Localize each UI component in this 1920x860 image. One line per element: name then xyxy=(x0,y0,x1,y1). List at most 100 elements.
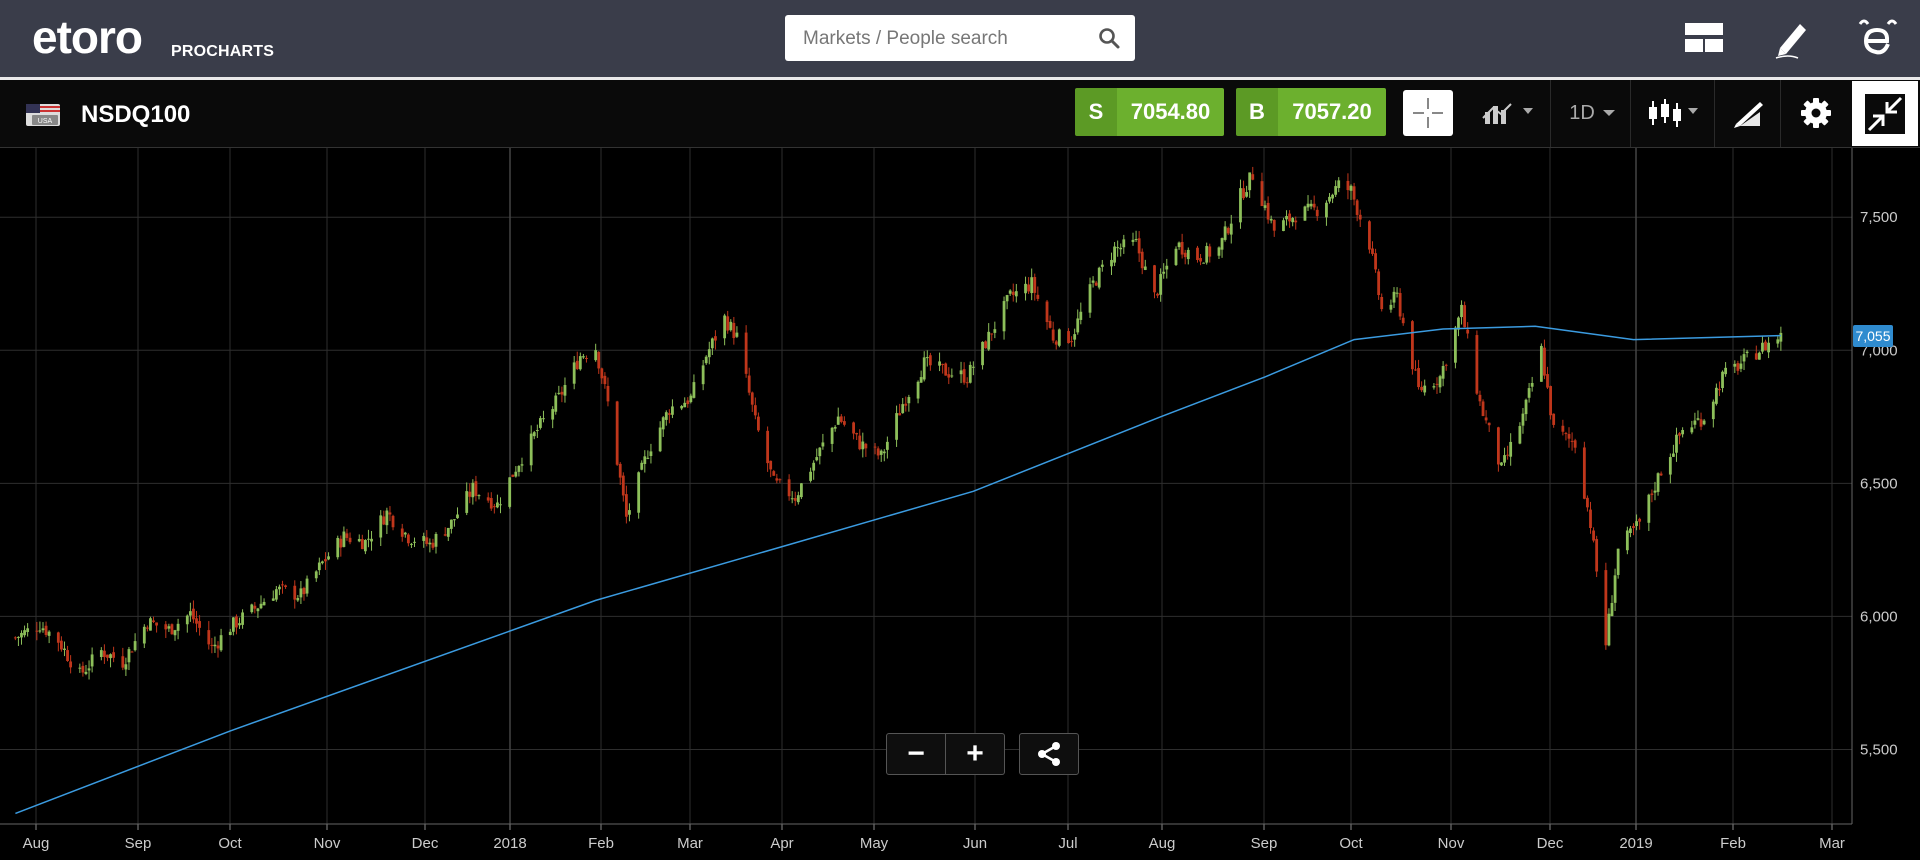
candle-body xyxy=(744,332,748,374)
candle-body xyxy=(357,538,361,542)
etoro-logo[interactable]: etoro xyxy=(32,11,143,63)
candle-body xyxy=(594,350,598,361)
candle-body xyxy=(1457,317,1460,330)
settings-button[interactable] xyxy=(1788,90,1844,136)
candle-body xyxy=(360,539,364,550)
candle-body xyxy=(1561,425,1565,432)
candle-body xyxy=(431,542,435,548)
candle-body xyxy=(149,618,152,631)
candle-body xyxy=(1045,301,1049,323)
candle-body xyxy=(348,537,352,543)
x-tick-label: Apr xyxy=(770,835,793,852)
period-selector[interactable]: 1D xyxy=(1560,90,1626,136)
x-tick-label: May xyxy=(860,835,889,852)
candle-body xyxy=(453,519,456,521)
instrument-symbol[interactable]: NSDQ100 xyxy=(81,101,191,128)
period-label: 1D xyxy=(1569,101,1595,124)
x-tick-label: Nov xyxy=(1438,835,1465,852)
candle-body xyxy=(1607,613,1611,646)
candle-body xyxy=(1266,202,1270,220)
y-tick-label: 5,500 xyxy=(1860,741,1898,758)
candle-body xyxy=(1005,295,1009,302)
moving-average-line xyxy=(15,325,1781,815)
candle-body xyxy=(1137,238,1141,254)
candle-body xyxy=(1567,434,1571,439)
candle-body xyxy=(1668,457,1672,475)
candle-body xyxy=(112,652,116,658)
candle-body xyxy=(1285,216,1288,220)
candle-body xyxy=(661,417,665,430)
candle-body xyxy=(778,479,782,481)
candle-body xyxy=(1718,388,1721,391)
candle-body xyxy=(643,456,647,464)
candle-body xyxy=(1223,226,1227,240)
compare-button[interactable] xyxy=(1472,90,1546,136)
layout-icon[interactable] xyxy=(1680,14,1728,62)
candle-body xyxy=(385,510,389,526)
candle-body xyxy=(842,421,846,425)
search-input[interactable] xyxy=(801,15,1095,63)
candle-body xyxy=(1745,351,1749,354)
candle-body xyxy=(1110,259,1113,267)
candle-body xyxy=(44,625,48,635)
candle-body xyxy=(508,477,512,507)
candle-body xyxy=(90,654,94,667)
candle-body xyxy=(981,341,984,366)
candle-body xyxy=(1767,342,1770,353)
candle-body xyxy=(1702,420,1706,425)
zoom-controls: − + xyxy=(886,733,1005,775)
candle-body xyxy=(557,392,561,394)
zoom-in-button[interactable]: + xyxy=(946,733,1005,775)
candle-body xyxy=(173,630,177,636)
candle-body xyxy=(1205,246,1209,263)
candle-body xyxy=(1463,305,1467,328)
candle-body xyxy=(947,374,951,378)
candle-body xyxy=(539,418,542,428)
candle-body xyxy=(1076,318,1080,333)
search-icon[interactable] xyxy=(1097,26,1121,50)
search-box[interactable] xyxy=(785,15,1135,63)
candle-body xyxy=(1229,223,1233,235)
candle-body xyxy=(514,471,518,477)
candle-body xyxy=(198,621,201,628)
candle-body xyxy=(1033,277,1037,293)
candle-body xyxy=(757,416,760,431)
candle-body xyxy=(1140,251,1144,269)
candle-body xyxy=(1595,539,1599,572)
candle-body xyxy=(1100,264,1104,267)
candle-body xyxy=(944,363,948,376)
candle-body xyxy=(1441,366,1445,379)
chart-type-button[interactable] xyxy=(1638,90,1710,136)
candle-body xyxy=(302,587,306,595)
candle-body xyxy=(13,637,17,639)
candle-body xyxy=(17,636,20,638)
price-chart[interactable]: 5,500 6,000 6,500 7,000 7,500 Aug Sep Oct Nov Dec… xyxy=(0,148,1920,860)
candle-body xyxy=(928,355,932,366)
candle-body xyxy=(81,665,85,673)
candle-body xyxy=(336,537,340,558)
candle-body xyxy=(1294,220,1298,223)
sell-button[interactable]: S 7054.80 xyxy=(1075,88,1224,136)
candle-body xyxy=(1226,228,1230,234)
crosshair-button[interactable] xyxy=(1403,90,1453,136)
candle-body xyxy=(1303,206,1307,221)
candle-body xyxy=(1711,401,1715,420)
drawing-tools-button[interactable] xyxy=(1722,90,1776,136)
zoom-out-button[interactable]: − xyxy=(886,733,946,775)
candle-body xyxy=(1592,530,1595,541)
edit-pen-icon[interactable] xyxy=(1768,14,1816,62)
candle-body xyxy=(1629,528,1632,534)
share-button[interactable] xyxy=(1019,733,1079,775)
candle-body xyxy=(1417,368,1420,388)
candle-body xyxy=(1309,203,1313,207)
buy-button[interactable]: B 7057.20 xyxy=(1236,88,1386,136)
etoro-e-icon[interactable] xyxy=(1854,14,1902,62)
candle-body xyxy=(1368,221,1371,250)
candle-body xyxy=(726,316,730,331)
candle-body xyxy=(606,385,610,402)
procharts-label: PROCHARTS xyxy=(171,43,275,60)
candle-body xyxy=(1027,284,1031,292)
candle-body xyxy=(413,541,416,543)
minimize-chart-button[interactable] xyxy=(1852,81,1918,146)
